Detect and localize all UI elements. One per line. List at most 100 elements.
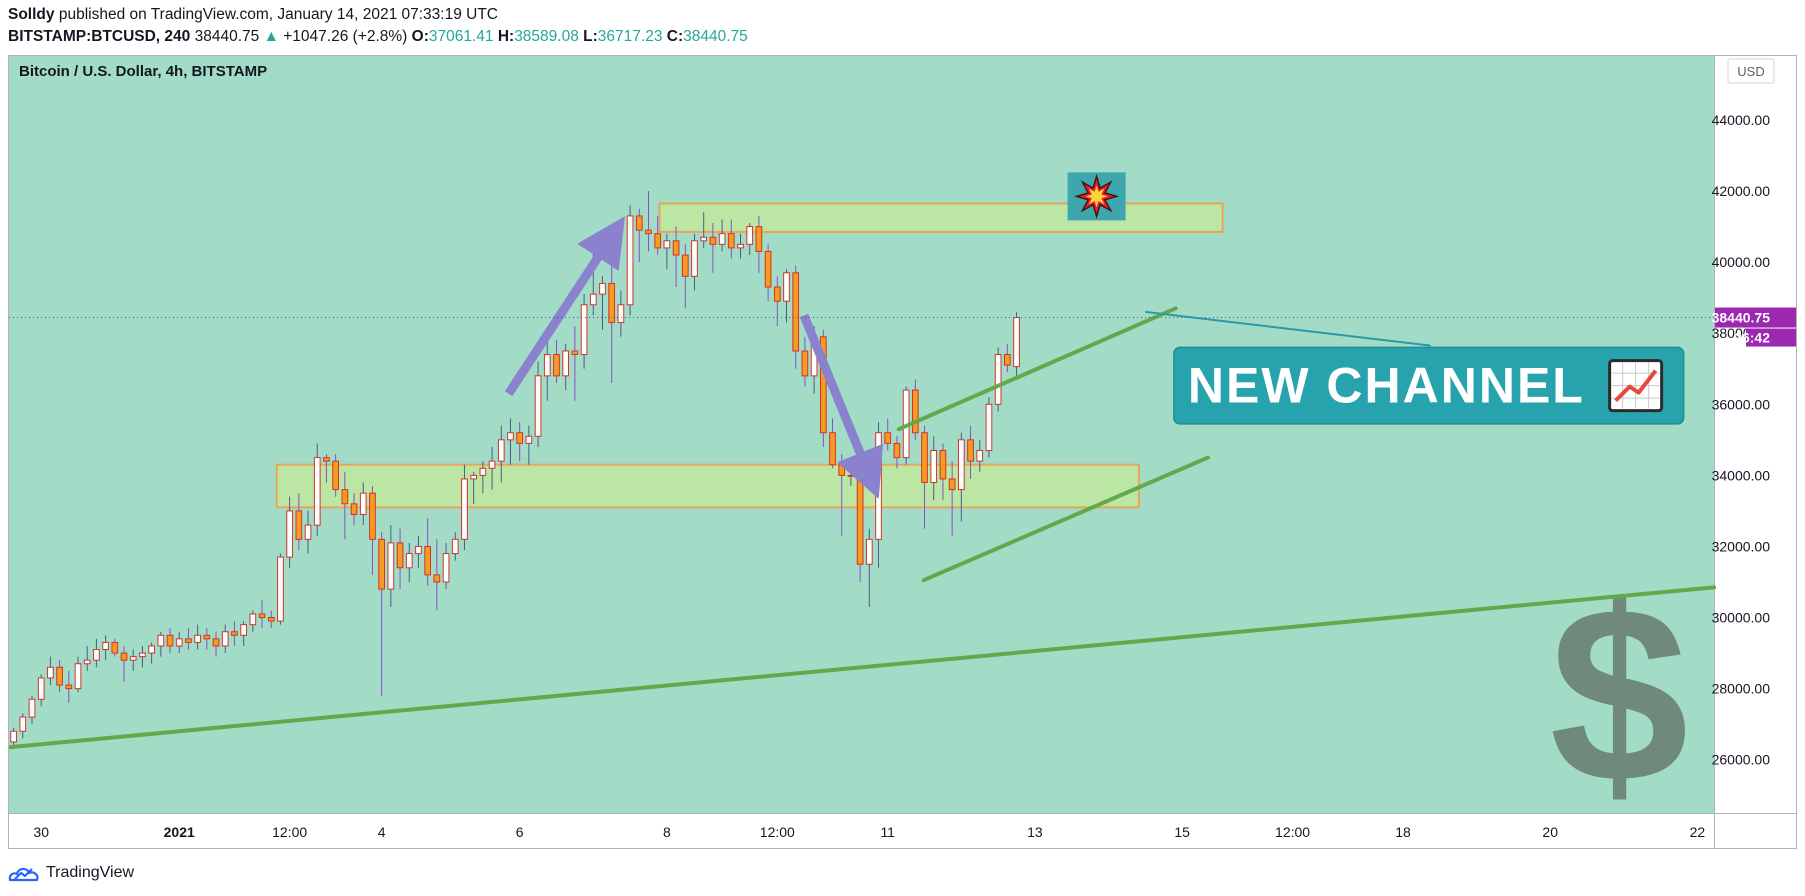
candle-up [249,613,257,626]
candle-up [718,233,726,245]
candle-down [893,442,901,459]
candle-down [911,389,919,434]
y-tick-label: 28000.00 [1712,681,1771,697]
y-tick-label: 30000.00 [1712,610,1771,626]
time-axis[interactable] [9,814,1714,848]
high-value: 38589.08 [514,28,579,45]
zone-rectangle [275,463,1140,509]
candle-down [120,652,128,661]
x-tick-label: 30 [33,824,49,840]
callout-pointer [1145,310,1431,347]
candle-up [102,641,109,651]
candle-down [212,638,220,647]
x-tick-label: 8 [663,824,671,840]
candle-down [424,545,432,576]
candle-up [700,236,708,242]
candle-up [783,272,790,302]
candle-down [635,215,643,231]
candle-up [359,492,367,515]
candle-up [83,659,91,665]
candle-up [599,282,606,295]
candle-up [930,449,938,483]
candle-up [488,460,496,469]
candle-up [626,215,634,306]
x-tick-label: 11 [880,824,895,840]
y-tick-label: 36000.00 [1712,396,1771,412]
candle-up [415,545,422,555]
candle-up [93,649,100,661]
candle-up [19,716,27,732]
candle-up [47,666,54,679]
candle-up [470,474,478,480]
candle-up [479,467,487,476]
y-tick-label: 44000.00 [1712,112,1771,128]
candle-down [884,432,892,444]
countdown-label: 26:42 [1734,330,1770,346]
candle-up [507,432,514,441]
candle-down [369,492,376,540]
symbol-label: BITSTAMP:BTCUSD, 240 [8,28,191,45]
candle-up [562,350,570,377]
candle-down [433,574,441,583]
candle-down [65,684,73,690]
author-name[interactable]: Solldy [8,6,55,23]
candle-up [442,553,450,583]
candle-up [74,663,82,690]
candle-up [313,457,321,526]
footer: TradingView [8,861,134,885]
candle-down [829,432,836,466]
chart-frame[interactable]: $ Bitcoin / U.S. Dollar, 4h, BITSTAMP US… [8,55,1797,849]
candle-down [396,542,404,569]
y-tick-label: 42000.00 [1712,183,1771,199]
open-value: 37061.41 [428,28,494,45]
candle-up [663,240,671,249]
candle-down [608,282,616,324]
icon-trend-line [1614,369,1658,403]
candle-down [378,538,386,590]
candle-up [543,354,551,377]
candle-up [746,226,754,245]
candle-down [323,457,330,462]
x-tick-label: 18 [1395,824,1411,840]
last-price-label: 38440.75 [1712,310,1771,326]
candle-up [737,243,744,249]
price-axis[interactable] [1715,56,1796,848]
tradingview-logo-icon[interactable] [8,863,40,883]
price-chart[interactable]: $ Bitcoin / U.S. Dollar, 4h, BITSTAMP US… [9,56,1796,848]
candle-down [111,641,119,654]
candle-down [967,439,974,462]
tradingview-brand[interactable]: TradingView [46,864,135,881]
candle-down [838,464,846,476]
close-value: 38440.75 [683,28,748,45]
trendline [896,306,1178,432]
candle-down [332,460,339,491]
candle-up [10,730,17,743]
candle-up [157,634,165,647]
candle-up [286,510,293,558]
candle-down [856,474,864,565]
candle-up [994,354,1002,405]
candle-up [221,631,229,647]
candle-down [516,432,524,444]
candle-up [461,478,468,540]
candle-up [175,638,183,647]
candle-down [56,666,63,686]
low-label: L: [583,28,598,45]
candle-up [976,449,984,462]
x-tick-label: 12:00 [272,824,307,840]
candle-up [28,698,36,718]
candle-up [617,304,625,324]
candle-down [553,354,560,377]
candle-down [350,503,358,515]
y-tick-label: 32000.00 [1712,538,1771,554]
candle-up [277,556,284,622]
candle-down [709,236,717,245]
candle-down [166,634,174,647]
currency-button[interactable] [1727,58,1775,84]
zone-rectangle [658,202,1224,233]
x-tick-label: 2021 [164,824,195,840]
candle-up [589,293,597,306]
candle-up [691,240,698,277]
plot-background[interactable] [9,56,1714,813]
candle-down [764,250,772,288]
